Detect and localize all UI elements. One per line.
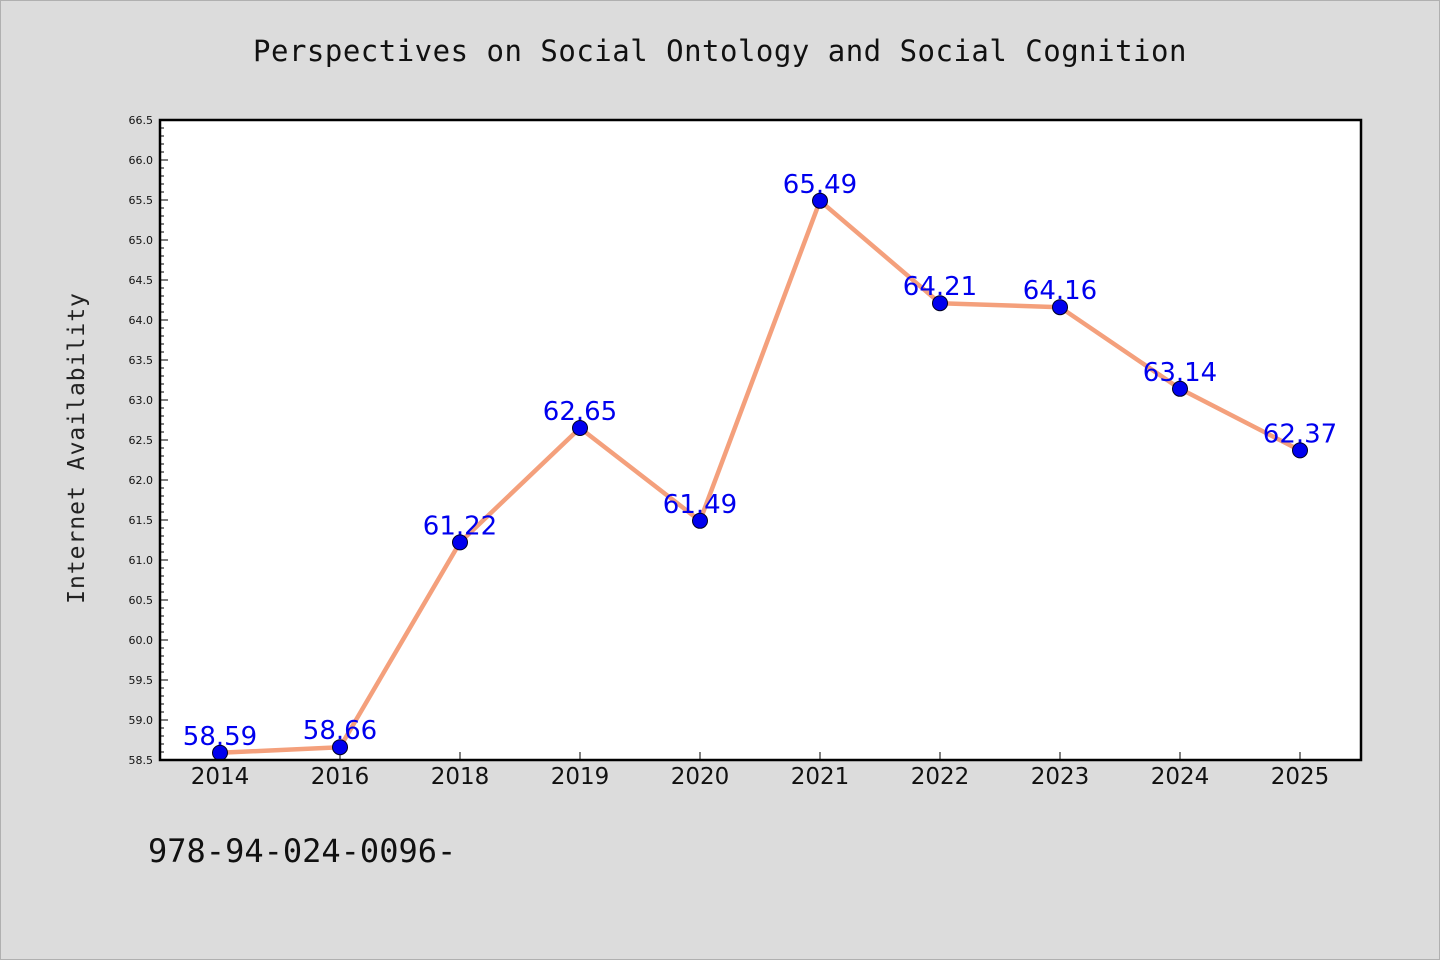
data-point <box>1172 380 1188 397</box>
data-point <box>932 295 948 312</box>
y-tick-label: 65.5 <box>129 194 154 207</box>
data-point <box>1052 299 1068 316</box>
y-tick-label: 59.0 <box>129 714 154 727</box>
series-line <box>217 198 1303 756</box>
data-point <box>1292 442 1308 459</box>
data-label: 65.49 <box>783 170 857 200</box>
data-label: 63.14 <box>1143 358 1217 388</box>
x-tick-label: 2022 <box>911 764 970 790</box>
data-point <box>332 739 348 756</box>
y-tick-label: 60.5 <box>129 594 154 607</box>
chart-title: Perspectives on Social Ontology and Soci… <box>253 34 1187 68</box>
data-label: 58.66 <box>303 716 377 746</box>
data-label: 62.65 <box>543 397 617 427</box>
x-tick-label: 2018 <box>431 764 490 790</box>
x-tick-label: 2014 <box>191 764 250 790</box>
data-label: 58.59 <box>183 722 257 752</box>
x-tick-label: 2019 <box>551 764 610 790</box>
y-tick-label: 63.0 <box>129 394 154 407</box>
plot-border <box>158 118 1363 762</box>
y-tick-label: 65.0 <box>129 234 154 247</box>
data-point <box>452 534 468 551</box>
y-tick-label: 64.0 <box>129 314 154 327</box>
y-tick-label: 66.5 <box>129 114 154 127</box>
x-tick-label: 2023 <box>1031 764 1090 790</box>
data-point <box>692 512 708 529</box>
x-tick-label: 2025 <box>1271 764 1330 790</box>
y-tick-label: 61.5 <box>129 514 154 527</box>
y-tick-label: 61.0 <box>129 554 154 567</box>
y-tick-label: 63.5 <box>129 354 154 367</box>
y-tick-label: 62.0 <box>129 474 154 487</box>
y-tick-label: 58.5 <box>129 754 154 767</box>
y-tick-label: 59.5 <box>129 674 154 687</box>
x-tick-label: 2021 <box>791 764 850 790</box>
y-tick-label: 64.5 <box>129 274 154 287</box>
x-tick-label: 2016 <box>311 764 370 790</box>
y-tick-label: 60.0 <box>129 634 154 647</box>
x-tick-label: 2024 <box>1151 764 1210 790</box>
y-tick-label: 62.5 <box>129 434 154 447</box>
data-label: 62.37 <box>1263 419 1337 449</box>
data-label: 64.16 <box>1023 276 1097 306</box>
data-label: 64.21 <box>903 272 977 302</box>
data-point <box>572 420 588 436</box>
y-tick-label: 66.0 <box>129 154 154 167</box>
x-tick-label: 2020 <box>671 764 730 790</box>
data-label: 61.22 <box>423 511 497 541</box>
data-label: 61.49 <box>663 490 737 520</box>
footer-isbn: 978-94-024-0096- <box>148 832 457 870</box>
data-point <box>812 192 828 209</box>
plot-area <box>160 120 1361 760</box>
